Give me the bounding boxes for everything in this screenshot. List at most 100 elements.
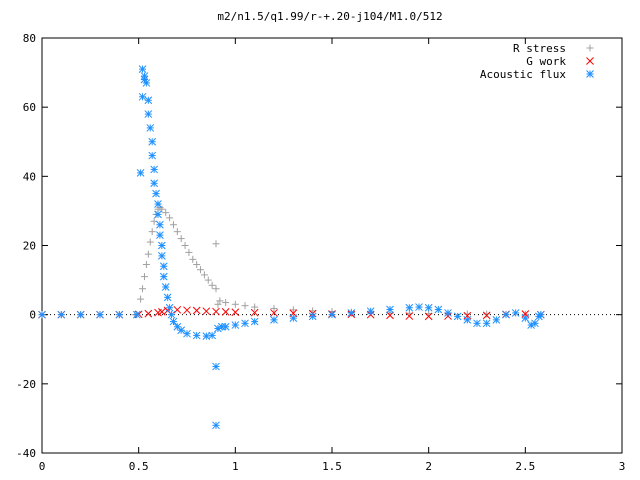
data-point — [444, 309, 452, 317]
legend-marker — [586, 44, 594, 52]
data-point — [231, 308, 240, 317]
x-tick-label: 1.5 — [322, 460, 342, 473]
data-point — [169, 317, 178, 326]
y-tick-label: 20 — [23, 240, 36, 253]
y-tick-label: -20 — [16, 378, 36, 391]
y-tick-label: 80 — [23, 32, 36, 45]
data-point — [434, 305, 443, 314]
y-tick-label: -40 — [16, 447, 36, 460]
data-point — [177, 326, 186, 335]
data-point — [165, 303, 174, 312]
x-tick-label: 2 — [425, 460, 432, 473]
data-point — [159, 262, 168, 271]
data-point — [156, 220, 164, 229]
data-point — [142, 79, 151, 87]
data-point — [177, 235, 185, 243]
data-point — [289, 306, 297, 314]
data-point — [212, 362, 220, 371]
data-point — [156, 231, 164, 239]
data-point — [158, 308, 166, 316]
data-point — [158, 252, 166, 260]
data-point — [204, 276, 212, 284]
data-point — [482, 319, 491, 328]
data-point — [140, 72, 149, 80]
data-point — [181, 242, 189, 249]
data-point — [169, 221, 177, 229]
data-point — [208, 281, 216, 289]
data-point — [231, 300, 239, 308]
data-point — [214, 300, 222, 308]
data-point — [162, 209, 170, 217]
data-point — [173, 228, 181, 236]
data-point — [76, 310, 85, 319]
data-point — [136, 169, 145, 177]
data-point — [216, 297, 224, 305]
data-point — [202, 307, 211, 316]
x-tick-label: 0.5 — [129, 460, 149, 473]
data-point — [482, 311, 491, 320]
data-point — [167, 310, 176, 319]
data-point — [511, 309, 520, 317]
legend-label: R stress — [513, 42, 566, 55]
data-point — [185, 248, 193, 256]
data-point — [270, 304, 278, 312]
legend-marker — [586, 57, 594, 65]
data-point — [200, 271, 208, 279]
data-point — [96, 310, 104, 319]
data-point — [212, 240, 220, 248]
data-point — [138, 65, 147, 73]
data-point — [154, 200, 162, 208]
data-point — [148, 228, 156, 236]
data-point — [144, 110, 153, 118]
data-point — [217, 322, 226, 331]
series-r-stress — [38, 203, 545, 319]
data-point — [405, 303, 414, 312]
series-layer — [38, 65, 545, 430]
data-point — [158, 205, 166, 213]
data-point — [386, 311, 394, 320]
data-point — [212, 421, 220, 430]
series-acoustic-flux — [38, 65, 545, 430]
data-point — [221, 308, 230, 316]
legend-marker — [586, 70, 594, 78]
data-point — [463, 316, 472, 324]
data-point — [502, 310, 510, 319]
data-point — [57, 310, 66, 319]
data-point — [536, 310, 545, 319]
data-point — [183, 306, 191, 315]
data-point — [208, 331, 216, 340]
data-point — [222, 299, 230, 307]
legend-label: Acoustic flux — [480, 68, 566, 81]
data-point — [453, 312, 462, 321]
data-point — [347, 309, 356, 317]
y-tick-label: 40 — [23, 170, 36, 183]
data-point — [212, 307, 220, 316]
data-point — [386, 305, 394, 314]
data-point — [289, 314, 298, 322]
data-point — [150, 165, 158, 174]
data-point — [137, 295, 145, 303]
data-point — [144, 250, 152, 258]
data-point — [366, 307, 375, 316]
data-point — [492, 316, 501, 324]
data-point — [142, 261, 150, 269]
x-axis-ticks: 0 0.5 1 1.5 2 2.5 3 — [39, 38, 625, 473]
data-point — [189, 255, 197, 263]
data-point — [424, 312, 433, 321]
x-tick-label: 1 — [232, 460, 239, 473]
data-point — [183, 329, 191, 338]
data-point — [328, 310, 336, 319]
data-point — [212, 285, 220, 293]
data-point — [250, 317, 259, 326]
data-point — [241, 319, 249, 328]
data-point — [152, 189, 160, 198]
legend-label: G work — [526, 55, 566, 68]
plot-frame — [41, 37, 623, 454]
data-point — [405, 312, 414, 320]
data-point — [214, 324, 222, 333]
data-point — [161, 283, 170, 291]
data-point — [148, 137, 157, 146]
data-point — [166, 214, 174, 222]
